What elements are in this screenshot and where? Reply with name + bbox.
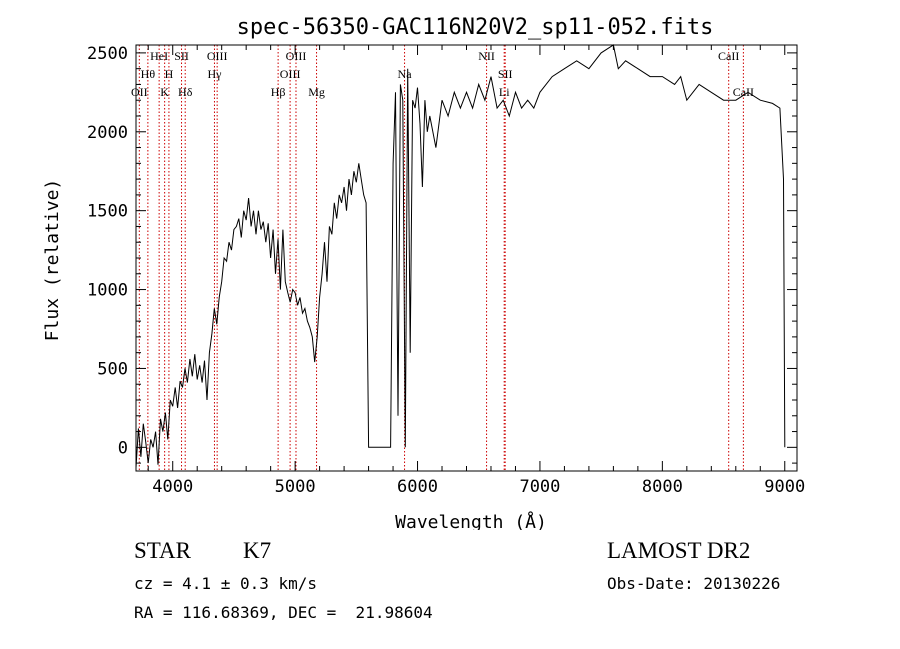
emission-line-labels: OIIHθHeIKHSIIHδHγOIIIHβOIIIOIIIMgNaNIISI… (131, 49, 754, 99)
line-label: Hγ (207, 67, 222, 81)
line-label: Hβ (271, 85, 286, 99)
line-label: Li (499, 85, 510, 99)
x-tick-label: 4000 (152, 477, 193, 497)
line-label: Hδ (178, 85, 193, 99)
line-label: Hθ (141, 67, 156, 81)
x-tick-label: 5000 (275, 477, 316, 497)
spectrum-line (135, 44, 786, 468)
line-label: NII (478, 49, 495, 63)
line-label: SII (174, 49, 189, 63)
line-label: OIII (207, 49, 228, 63)
y-axis-ticks: 0 500 1000 1500 2000 2500 (87, 44, 797, 464)
line-label: K (160, 85, 169, 99)
line-label: Mg (308, 85, 325, 99)
x-tick-label: 7000 (519, 477, 560, 497)
x-tick-label: 8000 (642, 477, 683, 497)
observation-date: Obs-Date: 20130226 (607, 574, 781, 593)
chart-title: spec-56350-GAC116N20V2_sp11-052.fits (237, 15, 714, 40)
y-tick-label: 2000 (87, 123, 128, 143)
y-tick-label: 1500 (87, 202, 128, 222)
line-label: CaII (733, 85, 754, 99)
line-label: OIII (280, 67, 301, 81)
object-class: STAR (134, 538, 191, 563)
line-label: OII (131, 85, 148, 99)
y-tick-label: 0 (118, 438, 128, 458)
x-tick-label: 9000 (764, 477, 805, 497)
line-label: Na (398, 67, 413, 81)
redshift-text: cz = 4.1 ± 0.3 km/s (134, 574, 318, 593)
spectrum-plot: spec-56350-GAC116N20V2_sp11-052.fits OII… (42, 15, 805, 530)
line-label: OIII (286, 49, 307, 63)
line-label: H (165, 67, 174, 81)
survey-name: LAMOST DR2 (607, 538, 751, 563)
line-label: SII (498, 67, 513, 81)
y-tick-label: 2500 (87, 44, 128, 64)
line-label: CaII (718, 49, 739, 63)
x-tick-label: 6000 (397, 477, 438, 497)
x-axis-label: Wavelength (Å) (395, 511, 547, 530)
y-axis-label: Flux (relative) (42, 179, 63, 342)
line-label: HeI (150, 49, 168, 63)
y-tick-label: 1000 (87, 281, 128, 301)
y-tick-label: 500 (97, 359, 128, 379)
emission-line-markers (138, 45, 744, 471)
x-axis-ticks: 4000 5000 6000 7000 8000 9000 (147, 45, 805, 497)
object-subclass: K7 (243, 538, 272, 563)
plot-frame (135, 44, 798, 472)
coordinates-text: RA = 116.68369, DEC = 21.98604 (134, 603, 433, 622)
